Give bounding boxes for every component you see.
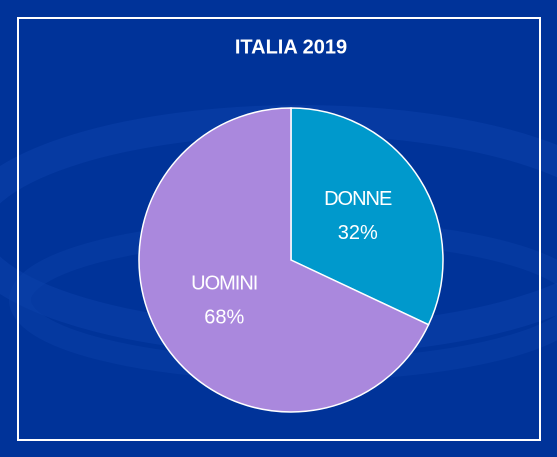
value-label: 68%: [204, 307, 244, 329]
slice-label: UOMINI: [191, 273, 257, 295]
chart-title: ITALIA 2019: [235, 36, 347, 58]
frame: [17, 17, 541, 441]
value-label: 32%: [338, 222, 378, 244]
slice-label: DONNE: [324, 188, 392, 210]
pie-slice: [290, 107, 444, 326]
pie-slice: [138, 107, 430, 413]
